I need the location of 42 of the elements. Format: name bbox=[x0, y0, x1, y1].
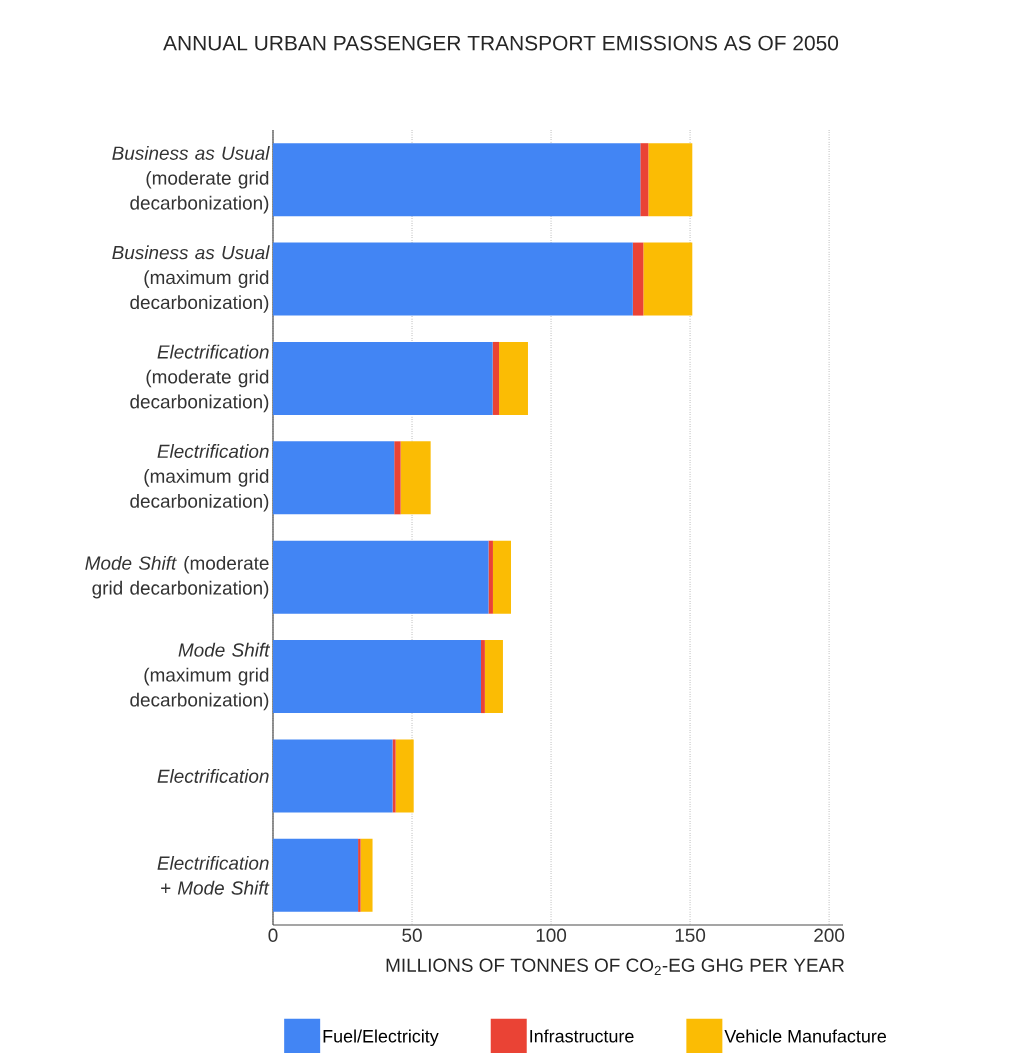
bar bbox=[395, 739, 414, 813]
bar bbox=[499, 341, 528, 415]
bar bbox=[632, 242, 644, 316]
y-tick-label: Business as Usual (maximum grid decarbonization) bbox=[112, 245, 270, 313]
y-tick-label: Electrification (maximum grid decarbonization) bbox=[130, 444, 269, 512]
bar bbox=[400, 441, 431, 515]
x-tick-label: 100 bbox=[536, 928, 567, 942]
y-tick-label: Electrification + Mode Shift bbox=[157, 855, 270, 895]
bar bbox=[640, 143, 649, 217]
legend-label: Infrastructure bbox=[530, 1029, 634, 1043]
bar bbox=[392, 739, 396, 813]
bar bbox=[273, 640, 481, 714]
bar bbox=[273, 441, 395, 515]
x-tick-label: 200 bbox=[814, 928, 845, 942]
bar bbox=[273, 341, 493, 415]
legend-label: Fuel/Electricity bbox=[323, 1029, 439, 1047]
bar bbox=[480, 640, 485, 714]
y-tick-label: Mode Shift (maximum grid decarbonization) bbox=[130, 642, 271, 711]
x-tick-label: 0 bbox=[268, 928, 278, 942]
x-tick-label: 150 bbox=[675, 928, 706, 942]
bar bbox=[648, 143, 693, 217]
bar bbox=[394, 441, 401, 515]
chart-title: ANNUAL URBAN PASSENGER TRANSPORT EMISSIONS AS OF 2050 bbox=[163, 35, 839, 51]
y-tick-label: Electrification bbox=[157, 769, 269, 783]
bar bbox=[360, 838, 373, 912]
bar bbox=[358, 838, 361, 912]
bar bbox=[484, 640, 503, 714]
y-tick-label: Electrification (moderate grid decarbonization) bbox=[130, 344, 269, 413]
bar bbox=[488, 540, 493, 614]
bar bbox=[643, 242, 693, 316]
bar bbox=[273, 838, 359, 912]
bar bbox=[273, 242, 633, 316]
bar bbox=[492, 540, 512, 614]
bar bbox=[492, 341, 500, 415]
y-tick-label: Mode Shift (moderate grid decarbonization) bbox=[85, 555, 269, 599]
y-tick-label: Business as Usual (moderate grid decarbonization) bbox=[112, 145, 270, 214]
x-axis-title: MILLIONS OF TONNES OF CO$_{2}$-EG GHG PER YEAR bbox=[386, 958, 844, 976]
legend-label: Vehicle Manufacture bbox=[724, 1029, 887, 1043]
bar bbox=[273, 143, 641, 217]
bar bbox=[273, 739, 393, 813]
x-tick-label: 50 bbox=[402, 928, 422, 942]
bar bbox=[273, 540, 489, 614]
